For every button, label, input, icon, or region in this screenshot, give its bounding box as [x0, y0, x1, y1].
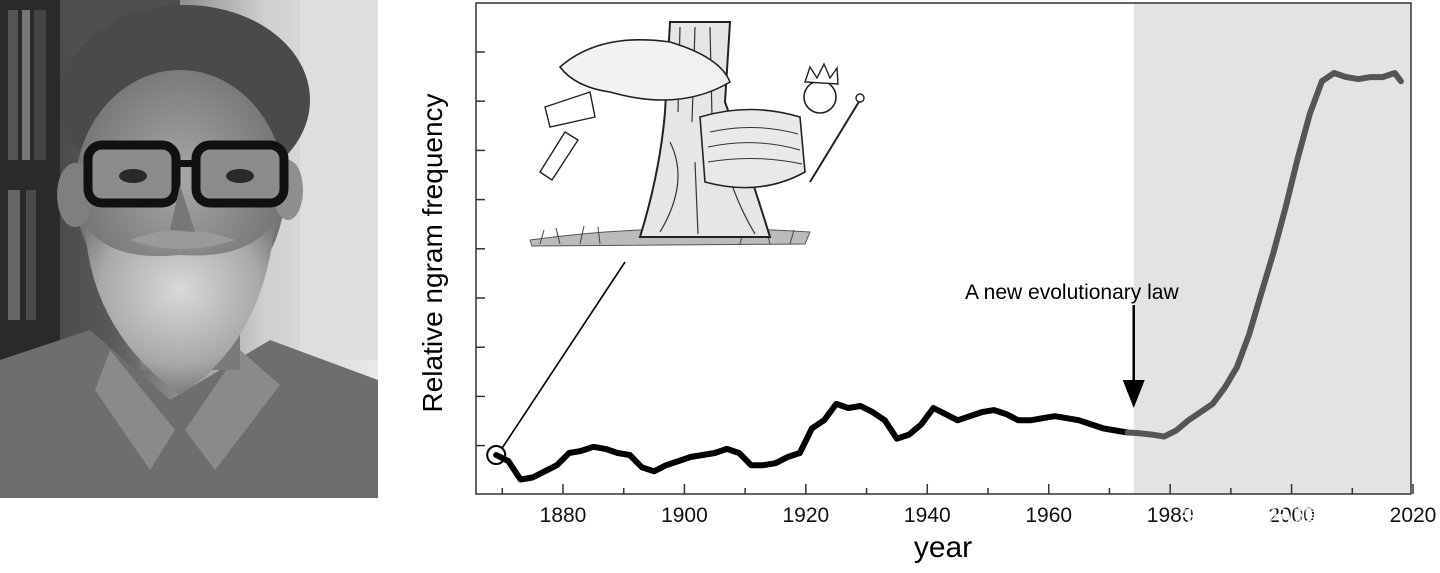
series-line: [493, 70, 1404, 483]
x-tick-label: 1920: [782, 504, 829, 527]
y-axis-label: Relative ngram frequency: [417, 93, 448, 412]
annotation-arrow-head: [1122, 380, 1145, 408]
watermark-text: 知乎 @檀林: [1180, 499, 1361, 539]
x-axis-ticks: [501, 484, 1414, 494]
x-tick-label: 1960: [1025, 504, 1072, 527]
series-line-recent: [1124, 70, 1404, 440]
x-axis-tick-labels: 1880 1900 1920 1940 1960 1980 2000 2020: [540, 504, 1437, 527]
start-point-marker: [486, 445, 507, 465]
x-tick-label: 2020: [1390, 504, 1437, 527]
x-tick-label: 1980: [1147, 504, 1194, 527]
tree-king-illustration: [529, 21, 865, 247]
x-tick-label: 1900: [661, 504, 708, 527]
x-tick-label: 1940: [904, 504, 951, 527]
illustration-pointer-line: [501, 261, 626, 449]
series-line-early: [493, 400, 1131, 483]
x-tick-label: 1880: [540, 504, 587, 527]
portrait-photo: [0, 0, 378, 498]
y-axis-ticks: [476, 51, 485, 447]
x-axis-label: year: [914, 531, 972, 564]
x-tick-label: 2000: [1268, 504, 1315, 527]
annotation-label: A new evolutionary law: [965, 281, 1179, 304]
